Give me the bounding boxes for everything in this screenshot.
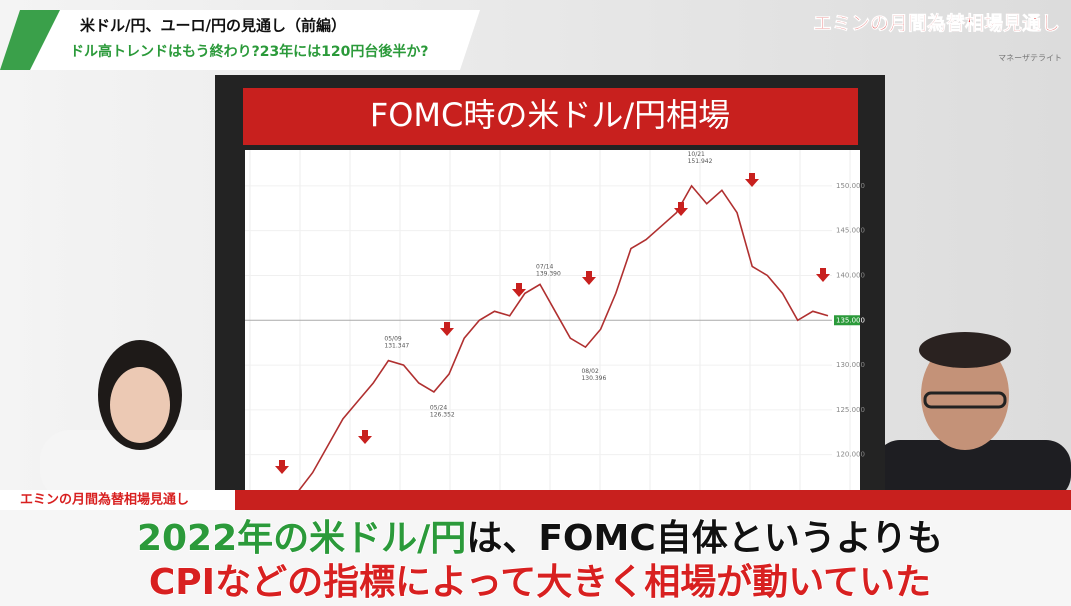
logo-channel: マネーザテライト	[998, 54, 1062, 63]
y-tick-label: 145.000	[836, 227, 865, 235]
y-tick-label: 120.000	[836, 451, 865, 459]
header-title: 米ドル/円、ユーロ/円の見通し（前編）	[80, 17, 346, 35]
annotation-date: 10/21	[688, 151, 705, 158]
caption-green: 2022年の米ドル/円	[137, 518, 466, 559]
chart-title-bar	[243, 88, 858, 145]
y-tick-label: 125.000	[836, 406, 865, 414]
annotation-value: 139.390	[536, 270, 561, 277]
chart-title: FOMC時の米ドル/円相場	[370, 96, 730, 134]
caption-strip	[0, 490, 1071, 510]
caption-strip-label: エミンの月間為替相場見通し	[20, 492, 189, 508]
chart-area	[245, 150, 860, 495]
header-box	[30, 10, 480, 70]
annotation-value: 126.352	[430, 411, 455, 418]
y-tick-label: 150.000	[836, 182, 865, 190]
annotation-date: 05/09	[384, 335, 401, 342]
fomc-arrow	[512, 283, 526, 297]
annotation-value: 151.942	[688, 158, 713, 165]
y-tick-label: 140.000	[836, 271, 865, 279]
annotation-date: 08/02	[581, 368, 598, 375]
caption-box	[0, 510, 1071, 606]
annotation-date: 07/14	[536, 263, 553, 270]
annotation-value: 130.396	[581, 375, 606, 382]
fomc-arrow	[358, 430, 372, 444]
tick-highlight	[834, 315, 860, 326]
caption-strip-label-bg	[0, 490, 235, 510]
fomc-arrow	[582, 271, 596, 285]
fomc-arrow	[275, 460, 289, 474]
y-tick-label: 135.000	[836, 316, 865, 324]
y-tick-label: 130.000	[836, 361, 865, 369]
caption-line1: 2022年の米ドル/円は、FOMC自体というよりも	[137, 518, 943, 559]
person-right	[875, 332, 1071, 500]
caption-line2: CPIなどの指標によって大きく相場が動いていた	[149, 562, 931, 603]
header-subtitle: ドル高トレンドはもう終わり?23年には120円台後半か?	[70, 43, 429, 60]
fomc-arrow	[440, 322, 454, 336]
price-line	[251, 184, 829, 499]
person-left	[40, 340, 240, 500]
annotation-date: 05/24	[430, 404, 447, 411]
fomc-arrow	[816, 268, 830, 282]
annotation-value: 131.347	[384, 342, 409, 349]
fomc-arrow	[745, 173, 759, 187]
logo-title: エミンの月間為替相場見通し	[813, 12, 1060, 35]
fomc-arrow	[674, 202, 688, 216]
caption-black: は、FOMC自体というよりも	[466, 518, 943, 559]
